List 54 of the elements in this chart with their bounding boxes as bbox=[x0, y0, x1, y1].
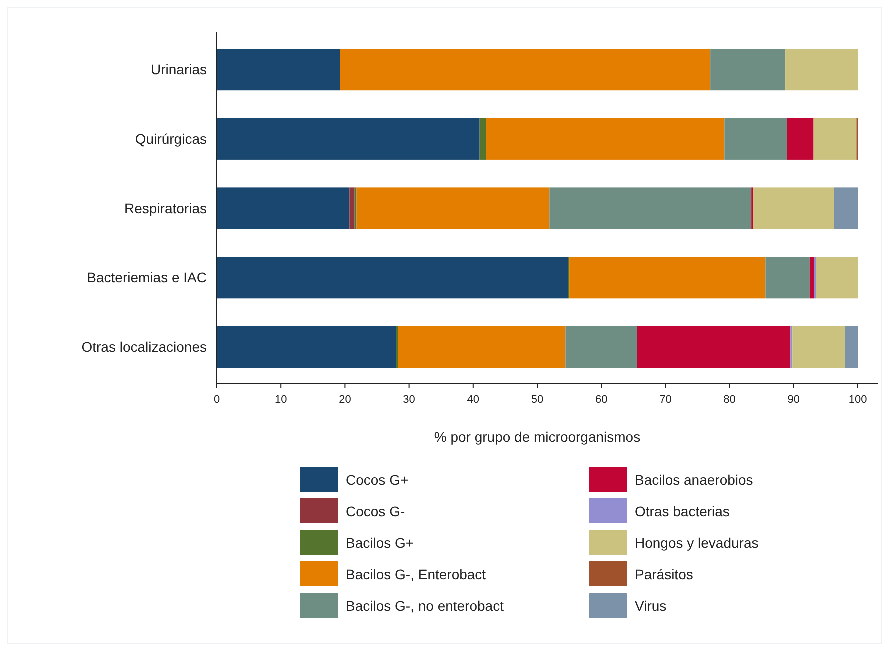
bar bbox=[786, 49, 858, 91]
x-tick-label: 40 bbox=[467, 394, 480, 406]
bar bbox=[480, 118, 486, 160]
y-tick-label: Respiratorias bbox=[124, 200, 207, 216]
bar bbox=[217, 188, 350, 230]
y-tick-label: Bacteriemias e IAC bbox=[87, 270, 207, 286]
bar bbox=[766, 257, 810, 299]
x-tick-label: 60 bbox=[595, 394, 608, 406]
y-tick-label: Otras localizaciones bbox=[82, 339, 207, 356]
bar bbox=[816, 257, 858, 299]
bar bbox=[340, 49, 711, 91]
legend-label: Cocos G- bbox=[346, 503, 406, 520]
bar bbox=[217, 49, 340, 91]
legend-label: Otras bacterias bbox=[635, 503, 730, 520]
legend-label: Cocos G+ bbox=[346, 472, 409, 488]
bar bbox=[724, 118, 788, 160]
bar bbox=[217, 257, 568, 299]
bar bbox=[550, 188, 752, 230]
x-tick-label: 10 bbox=[274, 394, 288, 406]
x-tick-label: 0 bbox=[214, 394, 220, 406]
legend-label: Bacilos anaerobios bbox=[635, 472, 754, 488]
bar bbox=[845, 326, 858, 368]
bar bbox=[486, 118, 725, 160]
bar bbox=[792, 326, 846, 368]
y-tick-label: Urinarias bbox=[150, 62, 207, 78]
y-tick-label: Quirúrgicas bbox=[135, 131, 207, 148]
x-tick-label: 100 bbox=[848, 394, 868, 406]
x-tick-label: 50 bbox=[531, 394, 544, 406]
legend-label: Hongos y levaduras bbox=[635, 534, 759, 551]
legend-label: Bacilos G-, Enterobact bbox=[346, 566, 486, 582]
x-tick-label: 30 bbox=[403, 394, 416, 406]
x-tick-label: 70 bbox=[660, 394, 672, 406]
x-tick-label: 90 bbox=[788, 394, 800, 406]
bar bbox=[754, 188, 834, 230]
x-tick-label: 20 bbox=[339, 394, 352, 406]
bar bbox=[566, 326, 638, 368]
legend-label: Bacilos G+ bbox=[346, 534, 414, 551]
legend-label: Bacilos G-, no enterobact bbox=[346, 598, 504, 614]
legend-label: Parásitos bbox=[635, 566, 694, 582]
bar bbox=[814, 118, 857, 160]
x-axis-title: % por grupo de microorganismos bbox=[434, 429, 641, 445]
bar bbox=[787, 118, 814, 160]
bar bbox=[810, 257, 814, 299]
bar bbox=[834, 188, 858, 230]
bar bbox=[710, 49, 786, 91]
bar bbox=[637, 326, 791, 368]
bar bbox=[398, 326, 566, 368]
bar bbox=[217, 118, 480, 160]
bar bbox=[570, 257, 766, 299]
bar bbox=[356, 188, 550, 230]
legend-label: Virus bbox=[635, 598, 667, 614]
x-tick-label: 80 bbox=[724, 394, 736, 406]
bar bbox=[350, 188, 355, 230]
bar bbox=[217, 326, 396, 368]
